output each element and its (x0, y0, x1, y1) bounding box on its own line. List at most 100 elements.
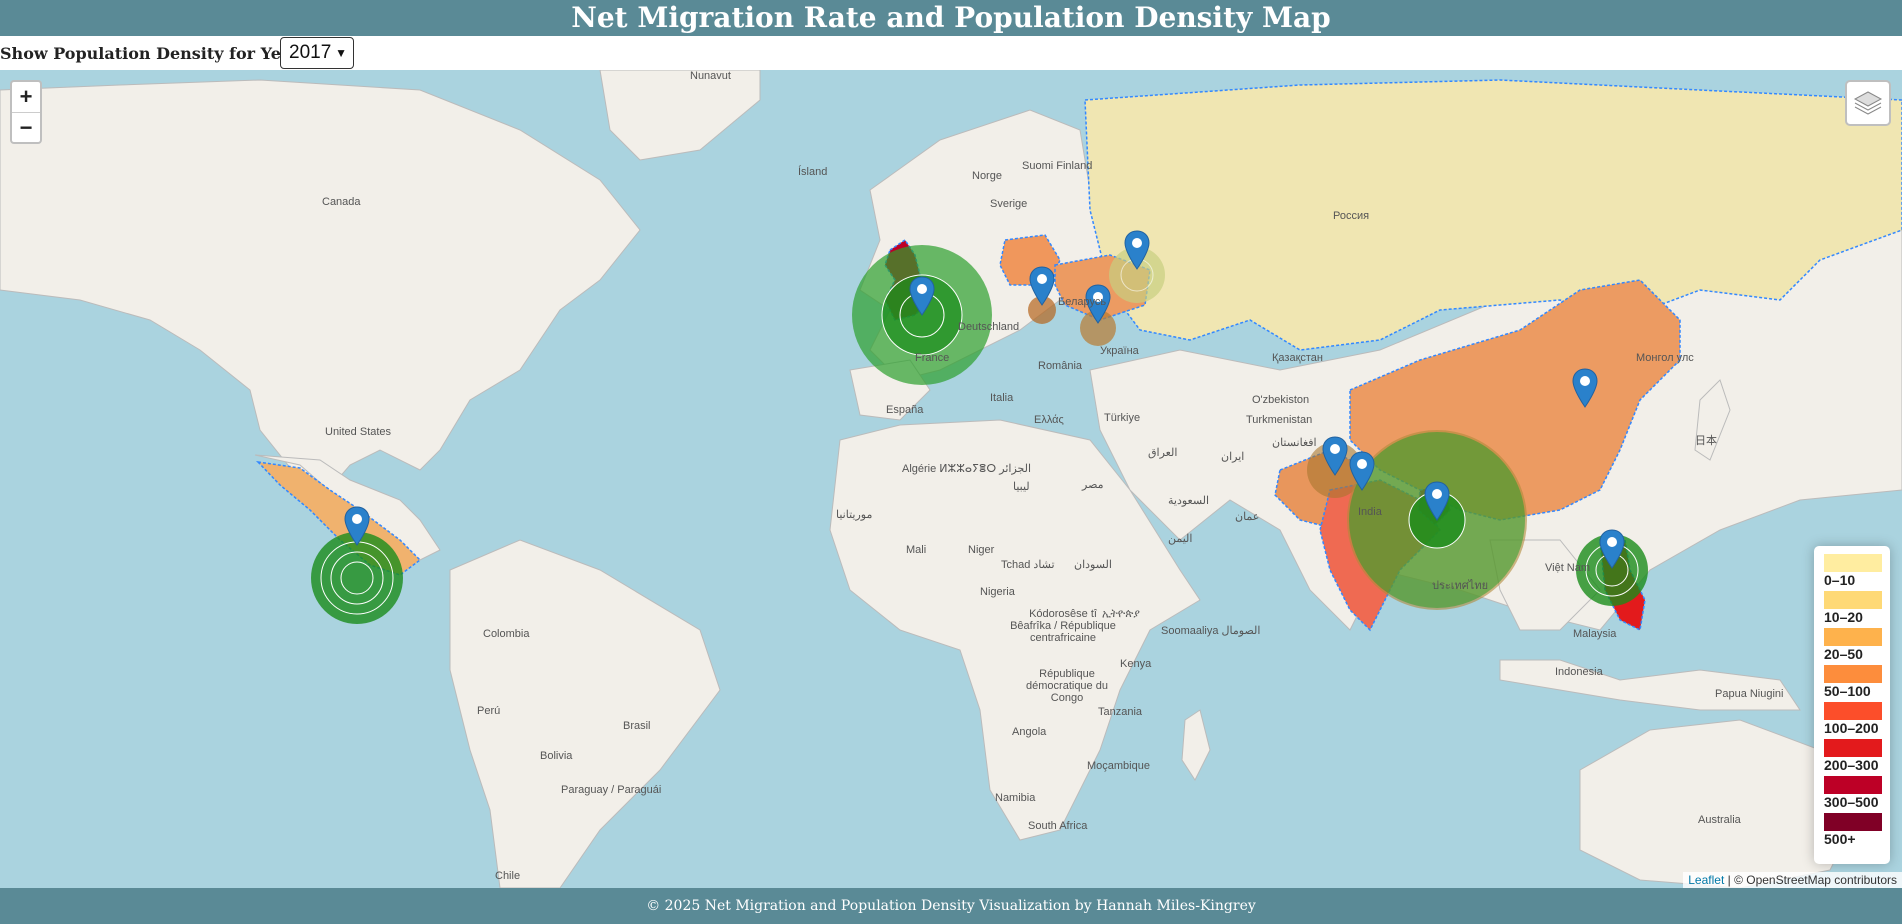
legend-label: 0–10 (1824, 572, 1856, 588)
map-place-label: عمان (1235, 511, 1260, 523)
map-place-label: مصر (1082, 479, 1104, 491)
map-place-label: ኢትዮጵያ (1102, 608, 1140, 620)
footer: © 2025 Net Migration and Population Dens… (0, 888, 1902, 915)
map-place-label: العراق (1148, 447, 1178, 459)
chevron-down-icon: ▼ (335, 46, 347, 60)
layers-icon (1853, 91, 1883, 115)
map-place-label: Brasil (623, 720, 651, 732)
map-marker-icon[interactable] (1124, 230, 1150, 270)
map-place-label: Papua Niugini (1715, 688, 1784, 700)
map-marker-icon[interactable] (1029, 266, 1055, 306)
map-place-label: Colombia (483, 628, 530, 640)
map-place-label: Angola (1012, 726, 1047, 738)
map-marker-icon[interactable] (1599, 529, 1625, 569)
legend-swatch (1824, 702, 1882, 720)
legend-label: 50–100 (1824, 683, 1871, 699)
map-place-label: Việt Nam (1545, 562, 1591, 574)
map-place-label: Niger (968, 544, 995, 556)
map-place-label: République démocratique du Congo (1026, 668, 1108, 704)
map-place-label: South Africa (1028, 820, 1088, 832)
year-select[interactable]: 2017 ▼ (280, 37, 354, 69)
legend-label: 300–500 (1824, 794, 1879, 810)
map-place-label: افغانستان (1272, 437, 1317, 449)
legend-swatch (1824, 739, 1882, 757)
basemap (0, 70, 1902, 888)
map-place-label: Deutschland (958, 321, 1020, 333)
zoom-control: + − (10, 80, 42, 144)
legend-label: 200–300 (1824, 757, 1879, 773)
legend-item: 100–200 (1824, 702, 1890, 739)
map-place-label: Nunavut (690, 70, 731, 82)
map-place-label: السودان (1074, 559, 1112, 571)
map-place-label: Norge (972, 170, 1002, 182)
legend-swatch (1824, 628, 1882, 646)
map-place-label: Tchad تشاد (1001, 559, 1055, 571)
map-place-label: Algérie ⵍⵣⵣⴰⵢⴻⵔ الجزائر (902, 463, 1032, 475)
map-marker-icon[interactable] (1424, 481, 1450, 521)
map-place-label: ประเทศไทย (1432, 580, 1489, 592)
legend-label: 100–200 (1824, 720, 1879, 736)
legend-swatch (1824, 665, 1882, 683)
map-attribution: Leaflet | © OpenStreetMap contributors (1683, 872, 1902, 888)
map-marker-icon[interactable] (1085, 284, 1111, 324)
map-place-label: Монгол улс (1636, 352, 1694, 364)
map-place-label: Soomaaliya الصومال (1161, 625, 1261, 637)
legend-item: 20–50 (1824, 628, 1890, 665)
map-place-label: Tanzania (1098, 706, 1143, 718)
map-place-label: Қазақстан (1272, 352, 1323, 364)
legend-label: 10–20 (1824, 609, 1863, 625)
map-place-label: Chile (495, 870, 521, 882)
legend-label: 20–50 (1824, 646, 1863, 662)
map-place-label: Perú (477, 705, 501, 717)
map-marker-icon[interactable] (1322, 436, 1348, 476)
map-place-label: Kenya (1120, 658, 1152, 670)
density-legend: 0–10 10–20 20–50 50–100 100–200 200–300 300–50… (1814, 546, 1890, 864)
header-bar: Net Migration Rate and Population Densit… (0, 0, 1902, 36)
zoom-out-button[interactable]: − (12, 112, 40, 142)
year-select-label: Show Population Density for Year: (0, 44, 306, 63)
legend-item: 10–20 (1824, 591, 1890, 628)
legend-swatch (1824, 554, 1882, 572)
map-place-label: Australia (1698, 814, 1741, 826)
map-place-label: España (886, 404, 924, 416)
map-place-label: France (915, 352, 950, 364)
legend-label: 500+ (1824, 831, 1856, 847)
map-place-label: Ísland (798, 166, 828, 178)
map-place-label: Italia (990, 392, 1014, 404)
map-marker-icon[interactable] (344, 506, 370, 546)
map-place-label: Ελλάς (1034, 414, 1064, 426)
map-place-label: Canada (322, 196, 361, 208)
leaflet-link[interactable]: Leaflet (1688, 873, 1725, 887)
legend-swatch (1824, 776, 1882, 794)
layers-control-button[interactable] (1845, 80, 1891, 126)
map-view[interactable]: Nunavut Canada Ísland Norge Sverige Suomi Fin… (0, 70, 1902, 888)
map-marker-icon[interactable] (1349, 451, 1375, 491)
map-place-label: Turkmenistan (1246, 414, 1313, 426)
legend-swatch (1824, 813, 1882, 831)
map-place-label: Mali (906, 544, 927, 556)
legend-item: 300–500 (1824, 776, 1890, 813)
map-place-label: 日本 (1695, 435, 1717, 447)
map-place-label: Moçambique (1087, 760, 1150, 772)
map-place-label: Беларусь (1058, 296, 1107, 308)
zoom-in-button[interactable]: + (19, 84, 33, 109)
map-place-label: ليبيا (1013, 481, 1030, 493)
map-place-label: السعودية (1168, 495, 1210, 507)
map-place-label: Indonesia (1555, 666, 1603, 678)
map-place-label: O'zbekiston (1252, 394, 1310, 406)
legend-item: 0–10 (1824, 554, 1890, 591)
map-place-label: Türkiye (1104, 412, 1141, 424)
map-place-label: اليمن (1168, 533, 1193, 545)
legend-swatch (1824, 591, 1882, 609)
map-marker-icon[interactable] (909, 276, 935, 316)
map-place-label: Suomi Finland (1022, 160, 1093, 172)
map-place-label: Malaysia (1573, 628, 1617, 640)
map-place-label: موريتانيا (836, 509, 873, 521)
map-place-label: Kódorosêse tî Bêafrîka / République cent… (1010, 608, 1116, 644)
year-select-value: 2017 (289, 42, 332, 63)
map-place-label: United States (325, 426, 392, 438)
map-place-label: Nigeria (980, 586, 1015, 598)
legend-item: 200–300 (1824, 739, 1890, 776)
map-place-label: ایران (1221, 451, 1245, 463)
map-marker-icon[interactable] (1572, 368, 1598, 408)
